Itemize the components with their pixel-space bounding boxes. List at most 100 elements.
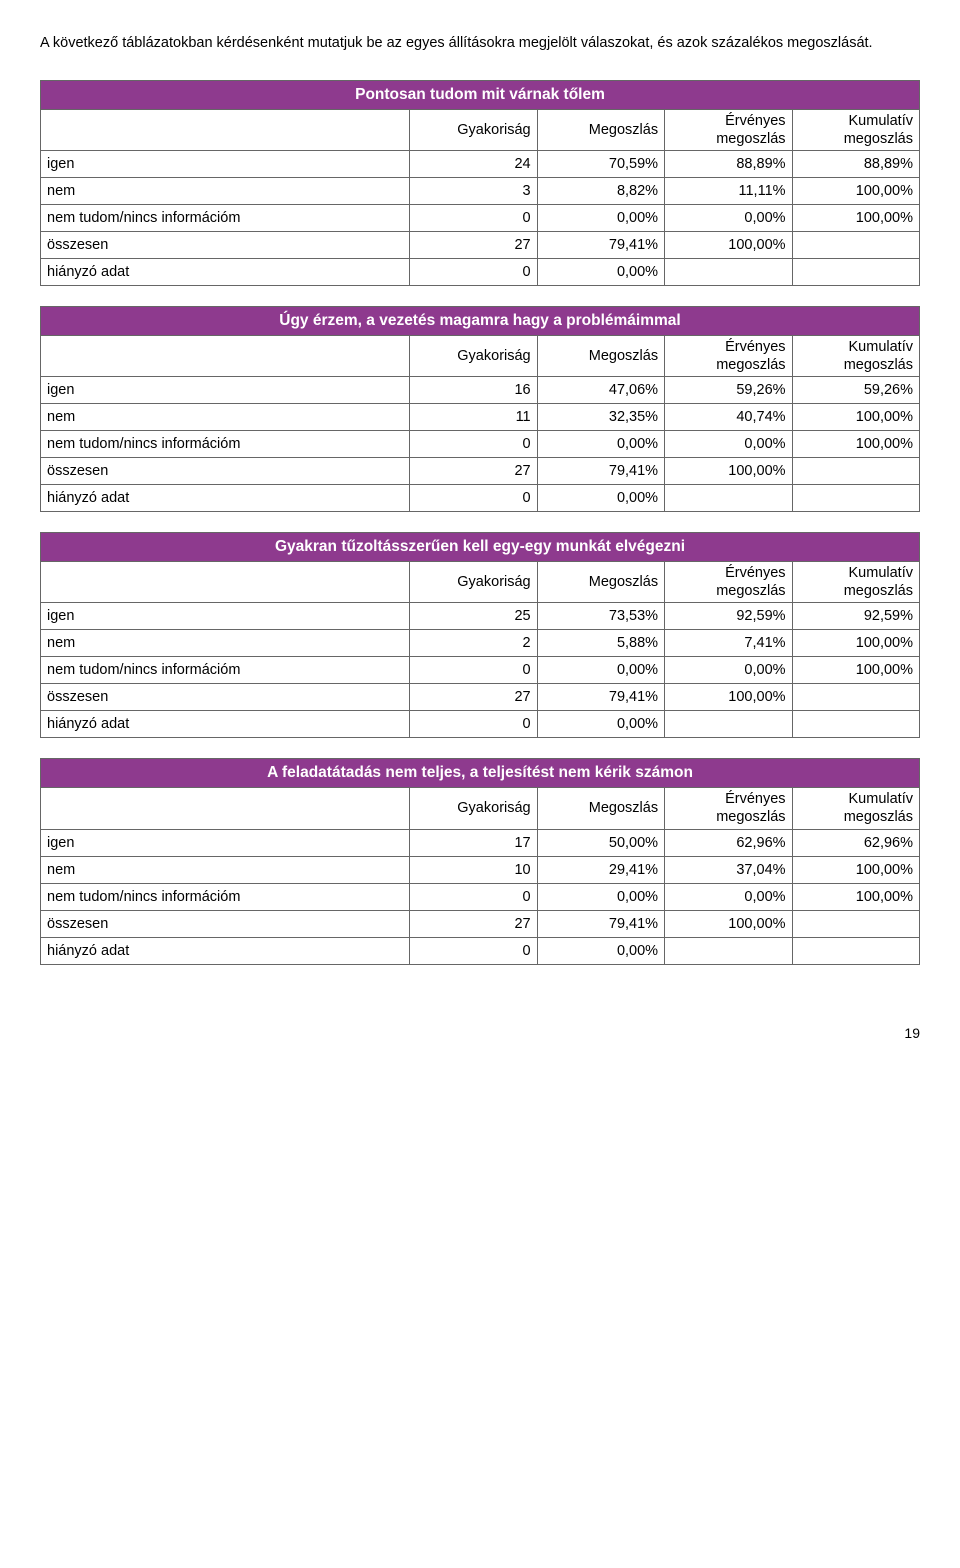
- cell-value: 100,00%: [792, 177, 919, 204]
- table-header-row: GyakoriságMegoszlásÉrvényes megoszlásKum…: [41, 335, 920, 376]
- cell-value: 79,41%: [537, 458, 664, 485]
- cell-value: 47,06%: [537, 377, 664, 404]
- cell-value: 5,88%: [537, 630, 664, 657]
- cell-value: [792, 458, 919, 485]
- cell-value: 100,00%: [792, 630, 919, 657]
- header-blank: [41, 335, 410, 376]
- cell-value: 100,00%: [792, 204, 919, 231]
- cell-value: 62,96%: [792, 829, 919, 856]
- cell-value: 0,00%: [537, 711, 664, 738]
- intro-text: A következő táblázatokban kérdésenként m…: [40, 30, 920, 58]
- row-label: igen: [41, 603, 410, 630]
- row-label: nem: [41, 404, 410, 431]
- cell-value: [792, 485, 919, 512]
- cell-value: [792, 258, 919, 285]
- column-header: Érvényes megoszlás: [665, 109, 792, 150]
- table-row: nem tudom/nincs információm00,00%0,00%10…: [41, 204, 920, 231]
- cell-value: 88,89%: [665, 150, 792, 177]
- row-label: hiányzó adat: [41, 711, 410, 738]
- data-table: Úgy érzem, a vezetés magamra hagy a prob…: [40, 306, 920, 512]
- column-header: Megoszlás: [537, 562, 664, 603]
- cell-value: [792, 937, 919, 964]
- cell-value: 0,00%: [537, 937, 664, 964]
- cell-value: 27: [410, 910, 537, 937]
- cell-value: 0: [410, 883, 537, 910]
- cell-value: 17: [410, 829, 537, 856]
- cell-value: 16: [410, 377, 537, 404]
- column-header: Megoszlás: [537, 109, 664, 150]
- cell-value: 79,41%: [537, 231, 664, 258]
- column-header: Kumulatív megoszlás: [792, 562, 919, 603]
- cell-value: 25: [410, 603, 537, 630]
- cell-value: 100,00%: [792, 856, 919, 883]
- cell-value: 8,82%: [537, 177, 664, 204]
- cell-value: 100,00%: [792, 657, 919, 684]
- table-row: hiányzó adat00,00%: [41, 485, 920, 512]
- row-label: nem: [41, 630, 410, 657]
- cell-value: 79,41%: [537, 910, 664, 937]
- cell-value: 0,00%: [537, 883, 664, 910]
- table-title: A feladatátadás nem teljes, a teljesítés…: [41, 759, 920, 788]
- cell-value: [792, 684, 919, 711]
- table-row: nem1132,35%40,74%100,00%: [41, 404, 920, 431]
- cell-value: 32,35%: [537, 404, 664, 431]
- data-table: A feladatátadás nem teljes, a teljesítés…: [40, 758, 920, 964]
- table-title-row: Úgy érzem, a vezetés magamra hagy a prob…: [41, 306, 920, 335]
- cell-value: 100,00%: [792, 883, 919, 910]
- row-label: hiányzó adat: [41, 485, 410, 512]
- cell-value: 0: [410, 937, 537, 964]
- cell-value: 11: [410, 404, 537, 431]
- cell-value: 24: [410, 150, 537, 177]
- row-label: összesen: [41, 910, 410, 937]
- row-label: nem tudom/nincs információm: [41, 657, 410, 684]
- table-title-row: Pontosan tudom mit várnak tőlem: [41, 80, 920, 109]
- table-row: nem1029,41%37,04%100,00%: [41, 856, 920, 883]
- row-label: összesen: [41, 458, 410, 485]
- cell-value: 0,00%: [537, 657, 664, 684]
- cell-value: 0: [410, 204, 537, 231]
- table-row: igen1750,00%62,96%62,96%: [41, 829, 920, 856]
- column-header: Gyakoriság: [410, 109, 537, 150]
- cell-value: 0,00%: [665, 657, 792, 684]
- cell-value: 0: [410, 431, 537, 458]
- column-header: Gyakoriság: [410, 562, 537, 603]
- header-blank: [41, 788, 410, 829]
- column-header: Gyakoriság: [410, 335, 537, 376]
- tables-container: Pontosan tudom mit várnak tőlemGyakorisá…: [40, 80, 920, 965]
- cell-value: 0,00%: [537, 258, 664, 285]
- row-label: nem tudom/nincs információm: [41, 883, 410, 910]
- column-header: Gyakoriság: [410, 788, 537, 829]
- cell-value: 2: [410, 630, 537, 657]
- table-row: nem38,82%11,11%100,00%: [41, 177, 920, 204]
- table-title: Gyakran tűzoltásszerűen kell egy-egy mun…: [41, 533, 920, 562]
- column-header: Érvényes megoszlás: [665, 788, 792, 829]
- cell-value: [792, 231, 919, 258]
- table-row: nem tudom/nincs információm00,00%0,00%10…: [41, 657, 920, 684]
- table-row: nem tudom/nincs információm00,00%0,00%10…: [41, 883, 920, 910]
- row-label: nem: [41, 177, 410, 204]
- header-blank: [41, 562, 410, 603]
- row-label: igen: [41, 829, 410, 856]
- cell-value: 29,41%: [537, 856, 664, 883]
- cell-value: 59,26%: [665, 377, 792, 404]
- row-label: nem: [41, 856, 410, 883]
- cell-value: 0,00%: [665, 431, 792, 458]
- table-row: igen1647,06%59,26%59,26%: [41, 377, 920, 404]
- cell-value: 37,04%: [665, 856, 792, 883]
- cell-value: 7,41%: [665, 630, 792, 657]
- row-label: hiányzó adat: [41, 258, 410, 285]
- column-header: Kumulatív megoszlás: [792, 335, 919, 376]
- cell-value: 100,00%: [665, 910, 792, 937]
- table-row: összesen2779,41%100,00%: [41, 458, 920, 485]
- cell-value: 62,96%: [665, 829, 792, 856]
- table-row: nem tudom/nincs információm00,00%0,00%10…: [41, 431, 920, 458]
- table-row: hiányzó adat00,00%: [41, 258, 920, 285]
- cell-value: 0: [410, 711, 537, 738]
- column-header: Érvényes megoszlás: [665, 562, 792, 603]
- cell-value: 11,11%: [665, 177, 792, 204]
- table-row: hiányzó adat00,00%: [41, 711, 920, 738]
- cell-value: 0: [410, 485, 537, 512]
- column-header: Érvényes megoszlás: [665, 335, 792, 376]
- cell-value: [665, 258, 792, 285]
- table-title: Pontosan tudom mit várnak tőlem: [41, 80, 920, 109]
